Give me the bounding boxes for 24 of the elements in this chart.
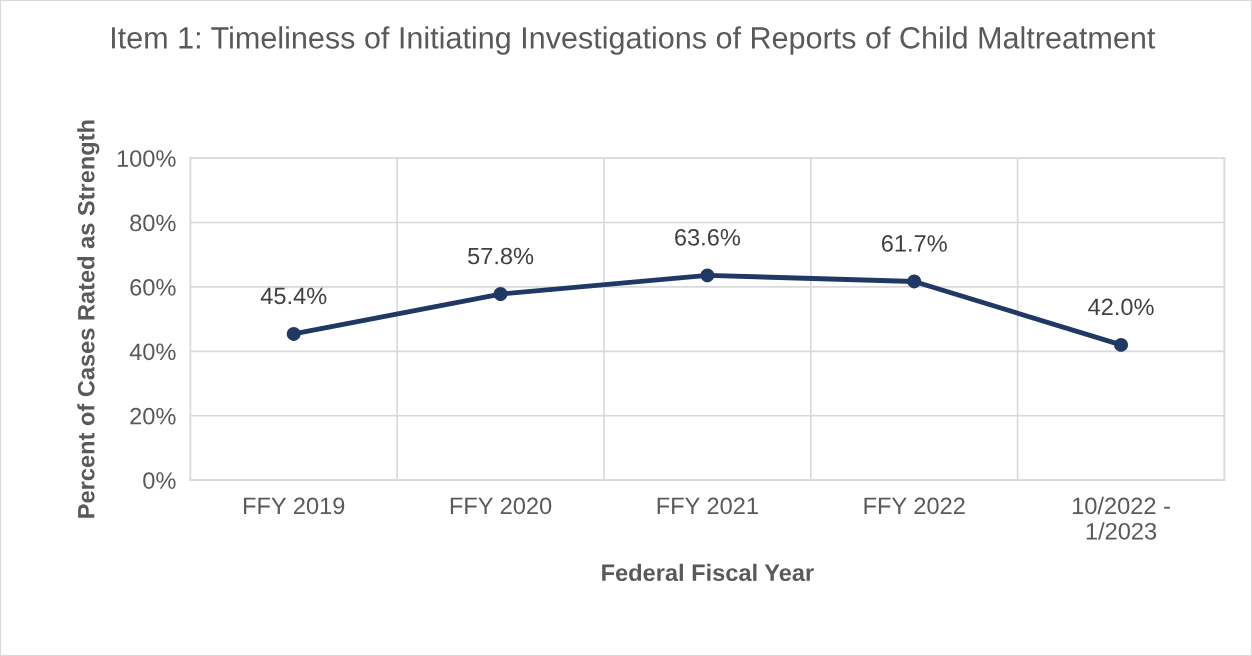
y-tick-label: 80% <box>130 214 176 232</box>
point <box>1114 337 1128 352</box>
x-tick-label: FFY 2019 <box>244 497 345 515</box>
data-label: 61.7% <box>881 235 947 252</box>
y-axis-title: Percent of Cases Rated as Strength <box>77 120 100 518</box>
x-tick-label: FFY 2022 <box>864 497 965 515</box>
point <box>286 327 301 341</box>
x-axis-title: Federal Fiscal Year <box>602 563 814 582</box>
point <box>907 274 922 289</box>
x-tick-label: FFY 2021 <box>657 497 758 515</box>
chart-title: Item 1: Timeliness of Initiating Investigations of Reports of Child Maltreatment <box>112 26 1156 55</box>
y-tick-label: 40% <box>129 343 176 361</box>
data-label: 42.0% <box>1088 298 1154 316</box>
y-tick-label: 60% <box>130 279 176 296</box>
y-tick-label: 0% <box>143 472 176 489</box>
x-tick-label: 10/2022 - 1/2023 <box>1072 496 1170 540</box>
data-label: 57.8% <box>468 247 534 265</box>
point <box>700 268 715 283</box>
data-label: 63.6% <box>675 228 741 246</box>
y-tick-label: 100% <box>117 150 176 167</box>
point <box>493 287 508 301</box>
x-tick-label: FFY 2020 <box>450 497 552 515</box>
y-tick-label: 20% <box>130 407 176 425</box>
data-label: 45.4% <box>260 287 327 305</box>
